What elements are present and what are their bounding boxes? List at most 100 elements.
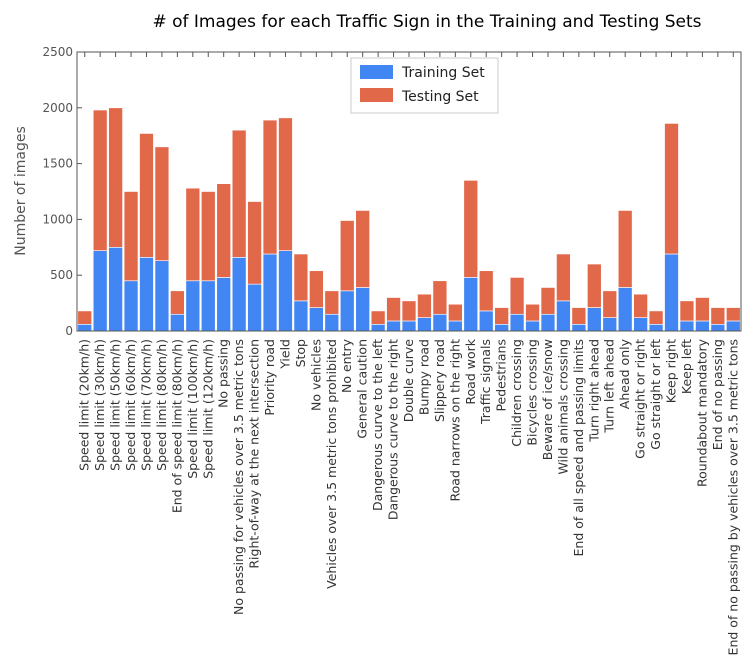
bar-testing-8: [201, 191, 216, 282]
y-tick-label: 0: [65, 324, 73, 338]
bar-training-8: [201, 280, 216, 332]
bar-training-25: [463, 277, 479, 332]
bar-training-41: [710, 323, 726, 332]
bar-training-14: [293, 300, 309, 332]
x-tick-label: No passing for vehicles over 3.5 metric …: [231, 339, 246, 615]
bar-training-33: [587, 307, 602, 332]
bar-testing-13: [278, 117, 293, 251]
bar-training-39: [679, 320, 695, 332]
bar-testing-29: [525, 303, 540, 322]
bar-testing-19: [370, 310, 386, 325]
bar-testing-14: [293, 253, 309, 302]
bar-testing-0: [77, 310, 92, 325]
bar-training-15: [309, 307, 324, 332]
bar-testing-5: [154, 146, 170, 261]
bar-testing-28: [509, 277, 525, 315]
bar-testing-4: [139, 133, 154, 258]
bar-training-2: [108, 247, 123, 332]
bar-testing-22: [417, 293, 432, 318]
legend-swatch-training: [360, 65, 393, 79]
bar-training-30: [540, 313, 556, 332]
y-axis-label: Number of images: [13, 126, 29, 256]
bar-training-21: [401, 320, 417, 332]
x-tick-label: Speed limit (30km/h): [92, 339, 107, 471]
x-tick-label: Go straight or right: [633, 339, 648, 459]
x-tick-label: Stop: [293, 339, 308, 367]
x-tick-label: Dangerous curve to the left: [370, 339, 385, 511]
bar-testing-27: [494, 307, 509, 325]
bar-training-26: [478, 310, 494, 332]
y-ticks-group: 0 500 1000 1500 2000 2500: [42, 45, 82, 338]
x-tick-label: Turn right ahead: [586, 339, 601, 443]
x-tick-label: End of no passing by vehicles over 3.5 m…: [725, 339, 740, 655]
chart-title: # of Images for each Traffic Sign in the…: [152, 12, 701, 32]
bar-training-36: [633, 317, 648, 332]
x-tick-label: Children crossing: [509, 339, 524, 447]
legend-label-training: Training Set: [401, 65, 485, 81]
x-tick-label: General caution: [355, 339, 370, 439]
bar-training-0: [77, 323, 92, 332]
x-tick-label: No vehicles: [308, 339, 323, 411]
x-tick-label: Traffic signals: [478, 339, 493, 425]
y-tick-label: 1000: [42, 212, 73, 226]
bar-training-1: [92, 250, 108, 332]
x-tick-label: End of speed limit (80km/h): [169, 339, 184, 513]
x-tick-label: Speed limit (80km/h): [154, 339, 169, 471]
x-tick-label: Right-of-way at the next intersection: [247, 339, 262, 569]
bars-group: [77, 107, 741, 332]
bar-training-11: [247, 283, 262, 332]
x-tick-label: Speed limit (70km/h): [138, 339, 153, 471]
x-tick-label: No passing: [216, 339, 231, 408]
bar-training-20: [386, 320, 401, 332]
bar-testing-16: [324, 290, 340, 315]
bar-testing-9: [216, 183, 231, 278]
x-tick-label: Go straight or left: [648, 339, 663, 450]
x-tick-label: Dangerous curve to the right: [386, 339, 401, 520]
bar-testing-20: [386, 297, 401, 322]
x-tick-label: End of no passing: [710, 339, 725, 450]
x-tick-label: Ahead only: [617, 338, 632, 409]
bar-training-17: [339, 290, 355, 332]
bar-testing-30: [540, 287, 556, 315]
bar-training-32: [571, 323, 587, 332]
bar-testing-32: [571, 307, 587, 325]
bar-testing-36: [633, 293, 648, 318]
bar-testing-33: [587, 263, 602, 308]
x-tick-label: No entry: [339, 338, 354, 393]
x-tick-label: Bumpy road: [416, 339, 431, 415]
bar-training-31: [556, 300, 571, 332]
x-tick-label: Keep left: [679, 339, 694, 394]
legend: Training Set Testing Set: [350, 57, 499, 114]
bar-testing-39: [679, 300, 695, 322]
x-tick-label: Speed limit (60km/h): [123, 339, 138, 471]
bar-testing-2: [108, 107, 123, 248]
bar-testing-35: [617, 210, 633, 288]
bar-training-16: [324, 313, 340, 332]
bar-testing-42: [726, 307, 741, 322]
x-tick-label: Yield: [277, 339, 292, 370]
bar-testing-6: [170, 290, 185, 315]
x-tick-label: Double curve: [401, 339, 416, 423]
x-tick-label: Keep right: [664, 339, 679, 403]
bar-testing-25: [463, 180, 479, 278]
x-tick-label: Vehicles over 3.5 metric tons prohibited: [324, 339, 339, 589]
y-tick-label: 500: [50, 268, 73, 282]
bar-testing-40: [695, 297, 710, 322]
bar-testing-11: [247, 201, 262, 285]
bar-training-28: [509, 313, 525, 332]
bar-training-9: [216, 277, 231, 332]
bar-testing-24: [448, 303, 463, 322]
bar-training-3: [123, 280, 139, 332]
bar-testing-12: [262, 119, 278, 255]
y-tick-label: 2000: [42, 101, 73, 115]
bar-training-10: [231, 257, 247, 332]
bar-training-37: [648, 323, 664, 332]
bar-training-22: [417, 317, 432, 332]
x-tick-label: Road work: [463, 338, 478, 404]
bar-testing-26: [478, 270, 494, 312]
bar-testing-34: [602, 290, 617, 318]
bar-testing-18: [355, 210, 370, 288]
bar-training-5: [154, 260, 170, 332]
plot-frame: [76, 51, 742, 332]
bar-testing-37: [648, 310, 664, 325]
